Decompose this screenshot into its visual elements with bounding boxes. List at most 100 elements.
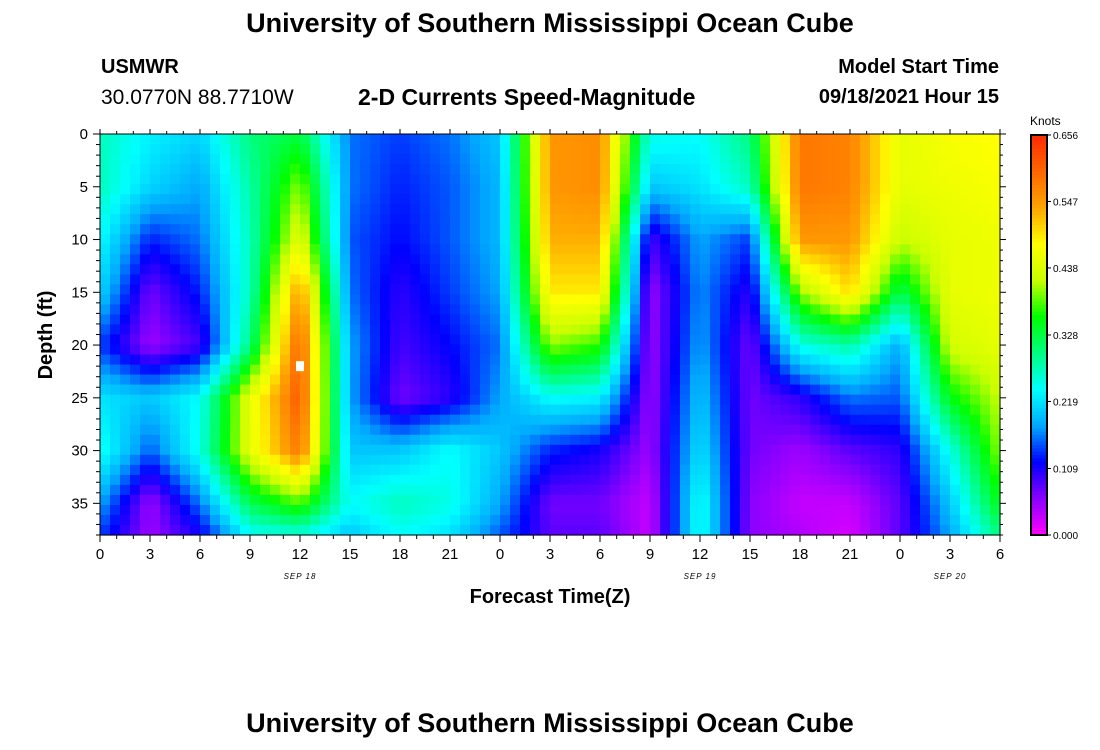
heatmap-cell <box>610 444 621 456</box>
heatmap-cell <box>510 384 521 396</box>
heatmap-cell <box>670 174 681 185</box>
heatmap-cell <box>260 274 271 285</box>
heatmap-cell <box>500 394 511 406</box>
heatmap-cell <box>440 444 451 456</box>
heatmap-cell <box>870 294 881 306</box>
heatmap-cell <box>300 234 311 245</box>
heatmap-cell <box>290 384 301 396</box>
heatmap-cell <box>700 334 711 346</box>
heatmap-cell <box>820 524 831 536</box>
heatmap-cell <box>370 464 381 476</box>
heatmap-cell <box>780 174 791 185</box>
heatmap-cell <box>430 444 441 456</box>
heatmap-cell <box>820 324 831 336</box>
heatmap-cell <box>180 514 191 526</box>
heatmap-cell <box>680 274 691 285</box>
heatmap-cell <box>620 274 631 285</box>
heatmap-cell <box>230 364 241 376</box>
heatmap-cell <box>720 154 731 165</box>
heatmap-cell <box>550 474 561 486</box>
heatmap-cell <box>910 334 921 346</box>
heatmap-cell <box>940 504 951 516</box>
heatmap-cell <box>660 344 671 356</box>
heatmap-cell <box>850 284 861 296</box>
heatmap-cell <box>200 454 211 466</box>
heatmap-cell <box>260 264 271 275</box>
heatmap-cell <box>920 294 931 306</box>
heatmap-cell <box>950 364 961 376</box>
heatmap-cell <box>230 194 241 205</box>
heatmap-cell <box>370 164 381 175</box>
colorbar-segment <box>1031 368 1047 373</box>
heatmap-cell <box>160 514 171 526</box>
heatmap-cell <box>540 314 551 326</box>
heatmap-cell <box>750 324 761 336</box>
heatmap-cell <box>870 524 881 536</box>
heatmap-cell <box>520 484 531 496</box>
heatmap-cell <box>510 264 521 275</box>
heatmap-cell <box>680 514 691 526</box>
heatmap-cell <box>270 454 281 466</box>
heatmap-cell <box>240 524 251 536</box>
heatmap-cell <box>790 344 801 356</box>
heatmap-cell <box>540 474 551 486</box>
heatmap-cell <box>680 364 691 376</box>
heatmap-cell <box>260 254 271 265</box>
heatmap-cell <box>460 514 471 526</box>
heatmap-cell <box>410 494 421 506</box>
heatmap-cell <box>600 514 611 526</box>
heatmap-cell <box>850 314 861 326</box>
heatmap-cell <box>220 484 231 496</box>
heatmap-cell <box>460 304 471 316</box>
heatmap-cell <box>890 144 901 155</box>
heatmap-cell <box>290 224 301 235</box>
heatmap-cell <box>650 334 661 346</box>
heatmap-cell <box>280 524 291 536</box>
heatmap-cell <box>110 144 121 155</box>
heatmap-cell <box>610 314 621 326</box>
heatmap-cell <box>220 444 231 456</box>
heatmap-cell <box>160 324 171 336</box>
heatmap-cell <box>600 424 611 436</box>
heatmap-cell <box>490 144 501 155</box>
colorbar-segment <box>1031 301 1047 306</box>
heatmap-cell <box>410 464 421 476</box>
heatmap-cell <box>920 144 931 155</box>
heatmap-cell <box>300 374 311 386</box>
heatmap-cell <box>920 344 931 356</box>
heatmap-cell <box>100 214 111 225</box>
heatmap-cell <box>140 434 151 446</box>
heatmap-cell <box>730 484 741 496</box>
heatmap-cell <box>440 414 451 426</box>
colorbar-segment <box>1031 451 1047 456</box>
heatmap-cell <box>920 184 931 195</box>
heatmap-cell <box>570 214 581 225</box>
heatmap-cell <box>370 314 381 326</box>
heatmap-cell <box>930 314 941 326</box>
heatmap-cell <box>900 514 911 526</box>
heatmap-cell <box>410 484 421 496</box>
heatmap-cell <box>330 354 341 366</box>
heatmap-cell <box>290 194 301 205</box>
heatmap-cell <box>670 154 681 165</box>
heatmap-cell <box>530 374 541 386</box>
heatmap-cell <box>320 294 331 306</box>
heatmap-cell <box>930 224 941 235</box>
heatmap-cell <box>980 504 991 516</box>
heatmap-cell <box>950 204 961 215</box>
y-tick-label: 10 <box>71 232 88 249</box>
colorbar-tick-label: 0.000 <box>1053 531 1078 542</box>
heatmap-cell <box>400 234 411 245</box>
heatmap-cell <box>550 194 561 205</box>
heatmap-cell <box>720 164 731 175</box>
heatmap-cell <box>320 524 331 536</box>
heatmap-cell <box>620 454 631 466</box>
heatmap-cell <box>380 444 391 456</box>
heatmap-cell <box>730 384 741 396</box>
heatmap-cell <box>680 494 691 506</box>
colorbar-segment <box>1031 495 1047 499</box>
heatmap-cell <box>820 224 831 235</box>
heatmap-cell <box>510 234 521 245</box>
heatmap-cell <box>580 454 591 466</box>
heatmap-cell <box>470 294 481 306</box>
